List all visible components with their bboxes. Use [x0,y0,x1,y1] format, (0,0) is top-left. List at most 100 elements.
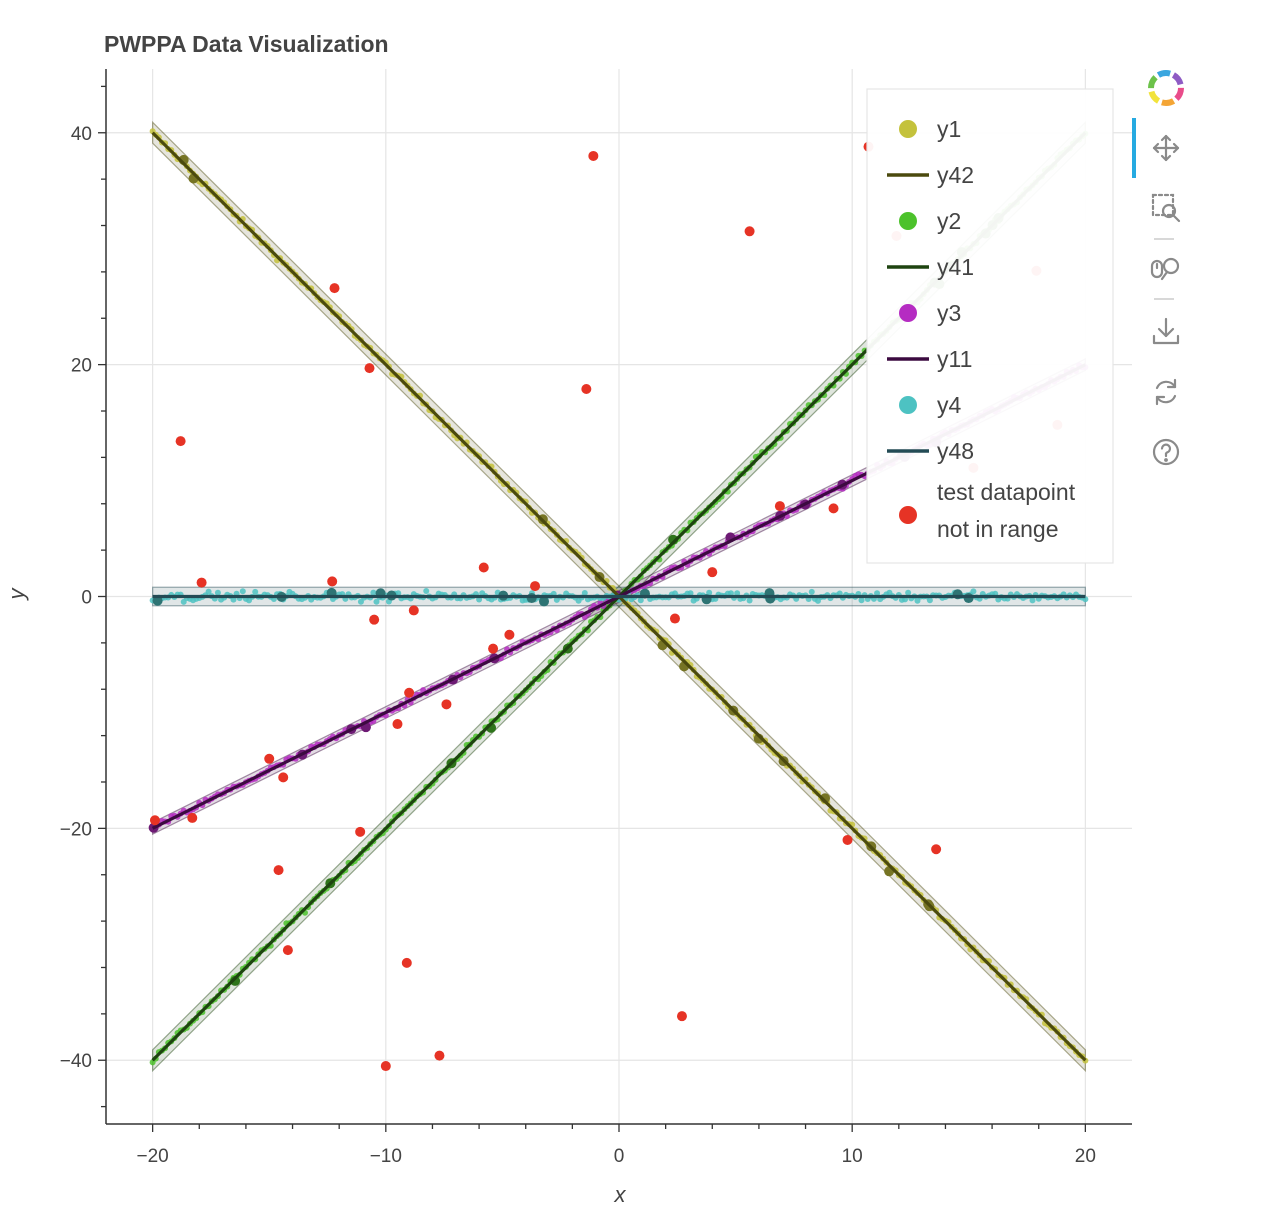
outlier-point [264,753,275,764]
y-tick-label: 0 [81,588,92,609]
outlier-point [842,834,853,845]
pan-tool-icon[interactable] [1146,128,1186,168]
axis-layer: −20 −10 0 10 20 −40 −20 0 20 40 [60,69,1132,1167]
active-tool-indicator [1132,118,1136,178]
legend-label: y48 [937,438,974,464]
outlier-point [530,581,541,592]
outlier-point [175,436,186,447]
data-point-y4 [357,598,364,605]
wheel-zoom-tool-icon[interactable] [1146,248,1186,288]
data-point-y4 [727,590,734,597]
outlier-point [434,1050,445,1061]
y-tick-label: 40 [71,124,92,145]
outlier-point [828,503,839,514]
outlier-point [329,283,340,294]
box-zoom-tool-icon[interactable] [1146,188,1186,228]
outlier-point [707,567,718,578]
outlier-point [588,150,599,161]
data-point-y4 [423,587,430,594]
data-point-y4 [905,589,912,596]
outlier-point [278,772,289,783]
outlier-point [149,815,160,826]
outlier-point [478,562,489,573]
legend-item-y41: y41 [887,254,974,280]
outlier-point [355,826,366,837]
x-tick-label: 20 [1075,1146,1096,1167]
legend-box [866,88,1114,564]
data-point-y4 [706,589,713,596]
data-point-y4 [858,597,865,604]
outlier-point [488,643,499,654]
outlier-point [282,945,293,956]
outlier-point [273,865,284,876]
outlier-point [581,383,592,394]
data-point-y4 [808,588,815,595]
legend-label: y42 [937,162,974,188]
data-point-y4 [734,590,741,597]
toolbar-separator [1154,238,1174,240]
data-point-y4 [874,590,881,597]
data-point-y4 [370,589,377,596]
outlier-point [744,226,755,237]
legend-swatch-dot [899,506,917,524]
toolbar [1132,62,1196,482]
outlier-point [364,363,375,374]
legend-item-y11: y11 [887,346,972,372]
data-point-y4 [252,588,259,595]
legend-swatch-dot [899,120,917,138]
data-point-y4 [539,596,550,607]
data-point-y4 [926,597,933,604]
data-point-y2 [230,975,241,986]
bokeh-logo-icon[interactable] [1146,68,1186,108]
outlier-point [392,719,403,730]
data-point-y4 [152,595,163,606]
outlier-point [774,501,785,512]
reset-tool-icon[interactable] [1146,372,1186,412]
data-point-y4 [746,597,753,604]
y-axis-title: y [4,587,29,602]
data-point-y4 [230,596,237,603]
legend-label: y11 [937,346,972,372]
legend-swatch-dot [899,304,917,322]
legend-label: not in range [937,516,1058,542]
x-tick-label: 10 [842,1146,863,1167]
data-point-y4 [914,597,921,604]
outlier-point [380,1061,391,1072]
data-point-y4 [581,589,588,596]
x-tick-label: −20 [137,1146,169,1167]
legend-item-y48: y48 [887,438,974,464]
legend-item-y42: y42 [887,162,974,188]
legend: y1 y42 y2 y41 y3 y11 y4 y48 test datapoint not in… [866,88,1114,564]
outlier-point [676,1011,687,1022]
toolbar-separator [1154,298,1174,300]
outlier-point [196,577,207,588]
save-tool-icon[interactable] [1146,312,1186,352]
legend-item-y4: y4 [899,392,962,418]
legend-item-y3: y3 [899,300,961,326]
y-tick-label: −40 [60,1051,92,1072]
legend-label: y4 [937,392,962,418]
legend-swatch-dot [899,212,917,230]
outlier-point [401,957,412,968]
legend-label: y2 [937,208,961,234]
legend-swatch-dot [899,396,917,414]
data-point-y4 [395,590,402,597]
outlier-point [404,687,415,698]
y-tick-label: 20 [71,356,92,377]
outlier-point [408,605,419,616]
data-point-y4 [1029,597,1036,604]
help-tool-icon[interactable] [1146,432,1186,472]
legend-label: test datapoint [937,479,1076,505]
outlier-point [504,629,515,640]
outlier-point [369,614,380,625]
data-point-y4 [373,598,380,605]
x-tick-label: −10 [370,1146,402,1167]
plot-title: PWPPA Data Visualization [104,31,389,57]
data-point-y4 [214,589,221,596]
data-point-y4 [205,588,212,595]
y-tick-label: −20 [60,819,92,840]
legend-item-test-datapoint-not-in-range: test datapoint not in range [899,479,1076,542]
x-tick-label: 0 [614,1146,625,1167]
